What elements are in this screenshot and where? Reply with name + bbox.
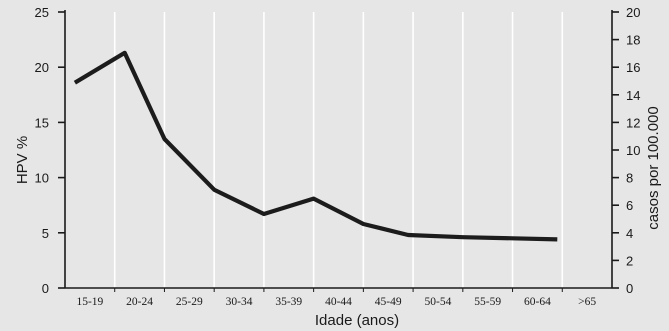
x-tick-label: 30-34 (226, 296, 253, 308)
x-tick-label: >65 (578, 296, 596, 308)
x-tick-label: 50-54 (425, 296, 452, 308)
y2-tick-label: 16 (626, 60, 640, 75)
y2-tick-label: 10 (626, 143, 640, 158)
x-tick-label: 55-59 (474, 296, 501, 308)
secondary-y-axis-title: casos por 100.000 (645, 106, 662, 229)
y2-tick-label: 4 (626, 226, 633, 241)
ticks: 0 5 10 15 20 25 0 2 4 6 8 10 12 14 16 18 20 15-19 20-24 25-… (35, 5, 641, 308)
y2-tick-label: 2 (626, 253, 633, 268)
y2-tick-label: 6 (626, 198, 633, 213)
x-tick-label: 35-39 (275, 296, 302, 308)
x-tick-label: 45-49 (375, 296, 402, 308)
x-tick-label: 20-24 (126, 296, 153, 308)
y2-tick-label: 12 (626, 115, 640, 130)
x-tick-label: 15-19 (76, 296, 103, 308)
x-tick-label: 25-29 (176, 296, 203, 308)
y2-tick-label: 18 (626, 33, 640, 48)
x-tick-label: 40-44 (325, 296, 352, 308)
y2-tick-label: 8 (626, 171, 633, 186)
y2-tick-label: 14 (626, 88, 640, 103)
y2-tick-label: 0 (626, 281, 633, 296)
y-tick-label: 15 (35, 115, 49, 130)
hpv-line (73, 50, 558, 242)
y-axis-title: HPV % (14, 136, 31, 184)
grid (113, 12, 564, 288)
y-tick-label: 5 (42, 226, 49, 241)
y-tick-label: 0 (42, 281, 49, 296)
x-tick-label: 60-64 (524, 296, 551, 308)
y2-tick-label: 20 (626, 5, 640, 20)
series (73, 50, 558, 242)
x-axis-title: Idade (anos) (315, 312, 399, 329)
y-tick-label: 20 (35, 60, 49, 75)
axes (64, 10, 613, 289)
y-tick-label: 10 (35, 171, 49, 186)
y-tick-label: 25 (35, 5, 49, 20)
